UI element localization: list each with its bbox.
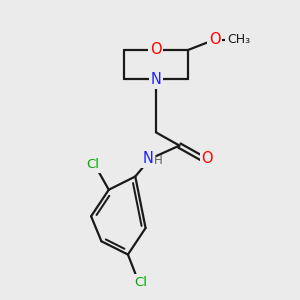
Text: Cl: Cl: [86, 158, 99, 171]
Text: N: N: [151, 72, 161, 87]
Text: H: H: [154, 154, 163, 167]
Text: CH₃: CH₃: [227, 33, 250, 46]
Text: N: N: [143, 151, 154, 166]
Text: O: O: [150, 42, 162, 57]
Text: O: O: [202, 151, 213, 166]
Text: O: O: [209, 32, 220, 47]
Text: Cl: Cl: [135, 276, 148, 289]
